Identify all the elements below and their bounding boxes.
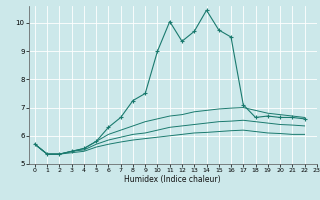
X-axis label: Humidex (Indice chaleur): Humidex (Indice chaleur) [124, 175, 221, 184]
